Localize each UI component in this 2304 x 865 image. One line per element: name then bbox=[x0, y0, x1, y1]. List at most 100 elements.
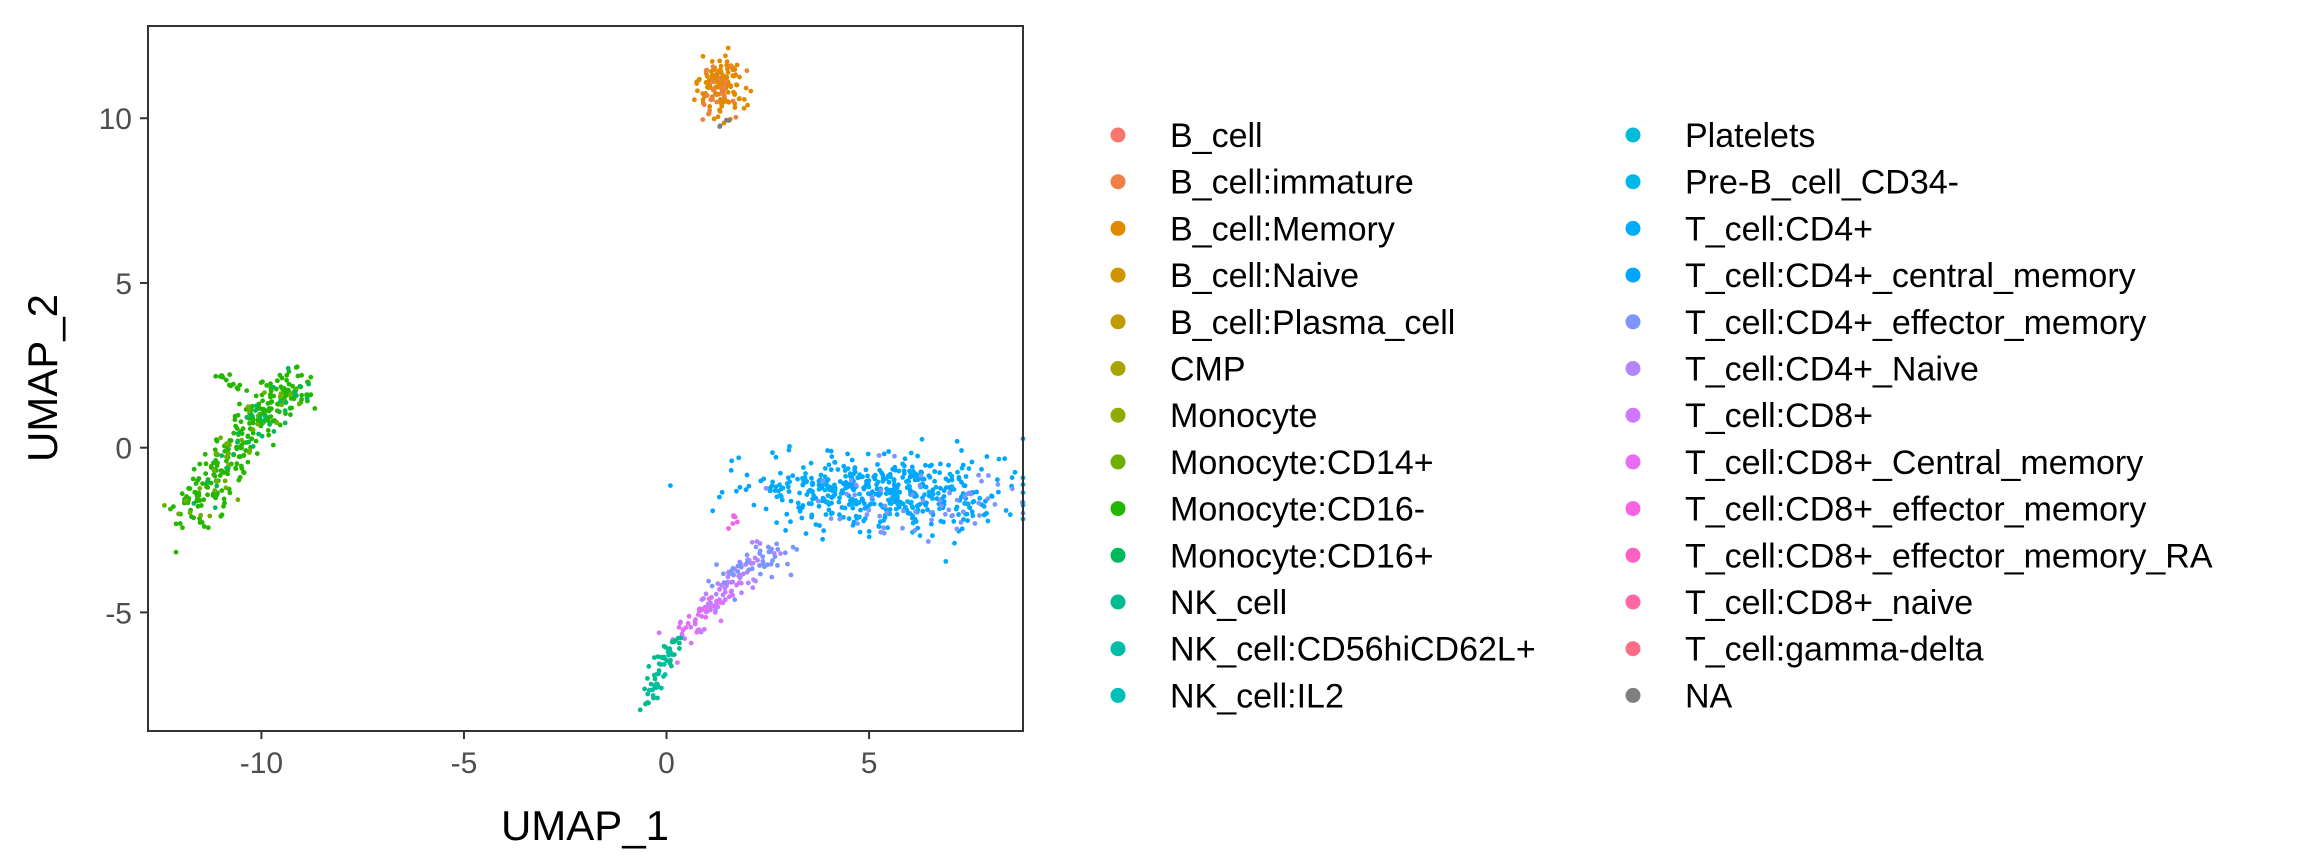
scatter-point bbox=[223, 377, 229, 383]
scatter-point bbox=[770, 558, 775, 563]
scatter-point bbox=[717, 494, 722, 500]
scatter-point bbox=[995, 477, 1000, 483]
legend-key bbox=[1625, 127, 1641, 143]
scatter-point bbox=[939, 503, 944, 509]
scatter-point bbox=[828, 516, 834, 521]
scatter-point bbox=[743, 487, 749, 493]
y-tick-label: -5 bbox=[105, 597, 132, 630]
scatter-point bbox=[245, 459, 251, 465]
scatter-point bbox=[788, 572, 794, 578]
scatter-point bbox=[852, 492, 858, 498]
scatter-point bbox=[752, 555, 758, 561]
scatter-point bbox=[246, 439, 252, 445]
scatter-point bbox=[235, 412, 241, 418]
scatter-point bbox=[238, 454, 243, 459]
scatter-point bbox=[282, 393, 288, 399]
scatter-point bbox=[1012, 469, 1018, 475]
scatter-point bbox=[686, 613, 692, 619]
scatter-point bbox=[971, 499, 977, 504]
scatter-point bbox=[884, 486, 889, 492]
scatter-point bbox=[245, 433, 251, 439]
legend-key bbox=[1625, 361, 1641, 376]
scatter-point bbox=[737, 74, 742, 80]
scatter-point bbox=[862, 516, 868, 522]
scatter-point bbox=[930, 491, 936, 497]
legend-item: T_cell:CD8+_effector_memory bbox=[1625, 491, 2146, 529]
scatter-point bbox=[784, 481, 790, 487]
scatter-point bbox=[893, 488, 898, 493]
scatter-point bbox=[966, 466, 972, 471]
scatter-point bbox=[267, 422, 272, 427]
scatter-point bbox=[247, 421, 252, 426]
scatter-point bbox=[701, 626, 707, 632]
scatter-point bbox=[271, 429, 277, 434]
scatter-point bbox=[810, 482, 815, 488]
scatter-point bbox=[920, 508, 926, 514]
scatter-point bbox=[757, 563, 762, 568]
x-tick-label: 5 bbox=[861, 747, 878, 780]
scatter-point bbox=[881, 518, 887, 523]
scatter-point bbox=[841, 514, 846, 520]
scatter-point bbox=[238, 419, 244, 425]
scatter-point bbox=[694, 81, 700, 86]
scatter-point bbox=[312, 406, 318, 411]
scatter-point bbox=[848, 478, 854, 483]
scatter-point bbox=[816, 503, 822, 509]
scatter-point bbox=[193, 489, 198, 495]
legend-key bbox=[1110, 407, 1126, 423]
legend-item: T_cell:CD8+_effector_memory_RA bbox=[1625, 537, 2213, 575]
scatter-point bbox=[227, 372, 233, 377]
scatter-point bbox=[787, 444, 792, 449]
scatter-point bbox=[741, 105, 747, 111]
scatter-point bbox=[901, 508, 906, 514]
scatter-point bbox=[917, 483, 923, 489]
scatter-point bbox=[288, 412, 293, 418]
legend-label: CMP bbox=[1170, 351, 1246, 389]
scatter-point bbox=[760, 554, 766, 560]
scatter-point bbox=[920, 498, 926, 504]
scatter-point bbox=[773, 484, 779, 490]
scatter-point bbox=[942, 511, 948, 517]
scatter-point bbox=[214, 438, 220, 444]
scatter-point bbox=[865, 451, 871, 457]
scatter-point bbox=[168, 506, 173, 512]
scatter-point bbox=[825, 493, 831, 498]
scatter-point bbox=[872, 476, 878, 482]
scatter-point bbox=[195, 503, 201, 509]
scatter-point bbox=[736, 96, 742, 102]
legend-label: T_cell:CD8+ bbox=[1685, 397, 1873, 435]
scatter-point bbox=[250, 427, 256, 433]
scatter-point bbox=[173, 549, 179, 555]
scatter-point bbox=[284, 372, 290, 378]
scatter-point bbox=[930, 496, 935, 501]
scatter-point bbox=[724, 62, 730, 68]
scatter-point bbox=[785, 561, 790, 567]
scatter-point bbox=[732, 597, 738, 603]
scatter-point bbox=[729, 458, 735, 464]
scatter-point bbox=[717, 587, 723, 592]
legend-key bbox=[1110, 361, 1126, 376]
scatter-point bbox=[723, 597, 728, 602]
scatter-point bbox=[981, 504, 987, 509]
scatter-point bbox=[292, 389, 298, 394]
scatter-point bbox=[656, 661, 662, 667]
scatter-point bbox=[197, 486, 203, 491]
legend-key bbox=[1110, 314, 1126, 330]
scatter-point bbox=[964, 511, 970, 517]
scatter-point bbox=[826, 507, 832, 513]
y-axis: -5 0 5 10 bbox=[99, 103, 148, 630]
scatter-point bbox=[822, 474, 828, 480]
scatter-point bbox=[726, 526, 731, 531]
scatter-point bbox=[813, 522, 819, 527]
scatter-point bbox=[887, 507, 893, 512]
scatter-point bbox=[882, 503, 888, 509]
scatter-point bbox=[850, 485, 856, 491]
scatter-point bbox=[223, 485, 229, 491]
scatter-point bbox=[694, 629, 700, 634]
scatter-point bbox=[886, 497, 891, 503]
scatter-point bbox=[900, 525, 905, 531]
legend-item: Pre-B_cell_CD34- bbox=[1625, 164, 1959, 202]
scatter-point bbox=[929, 517, 934, 523]
scatter-point bbox=[274, 420, 280, 426]
scatter-point bbox=[895, 501, 901, 507]
